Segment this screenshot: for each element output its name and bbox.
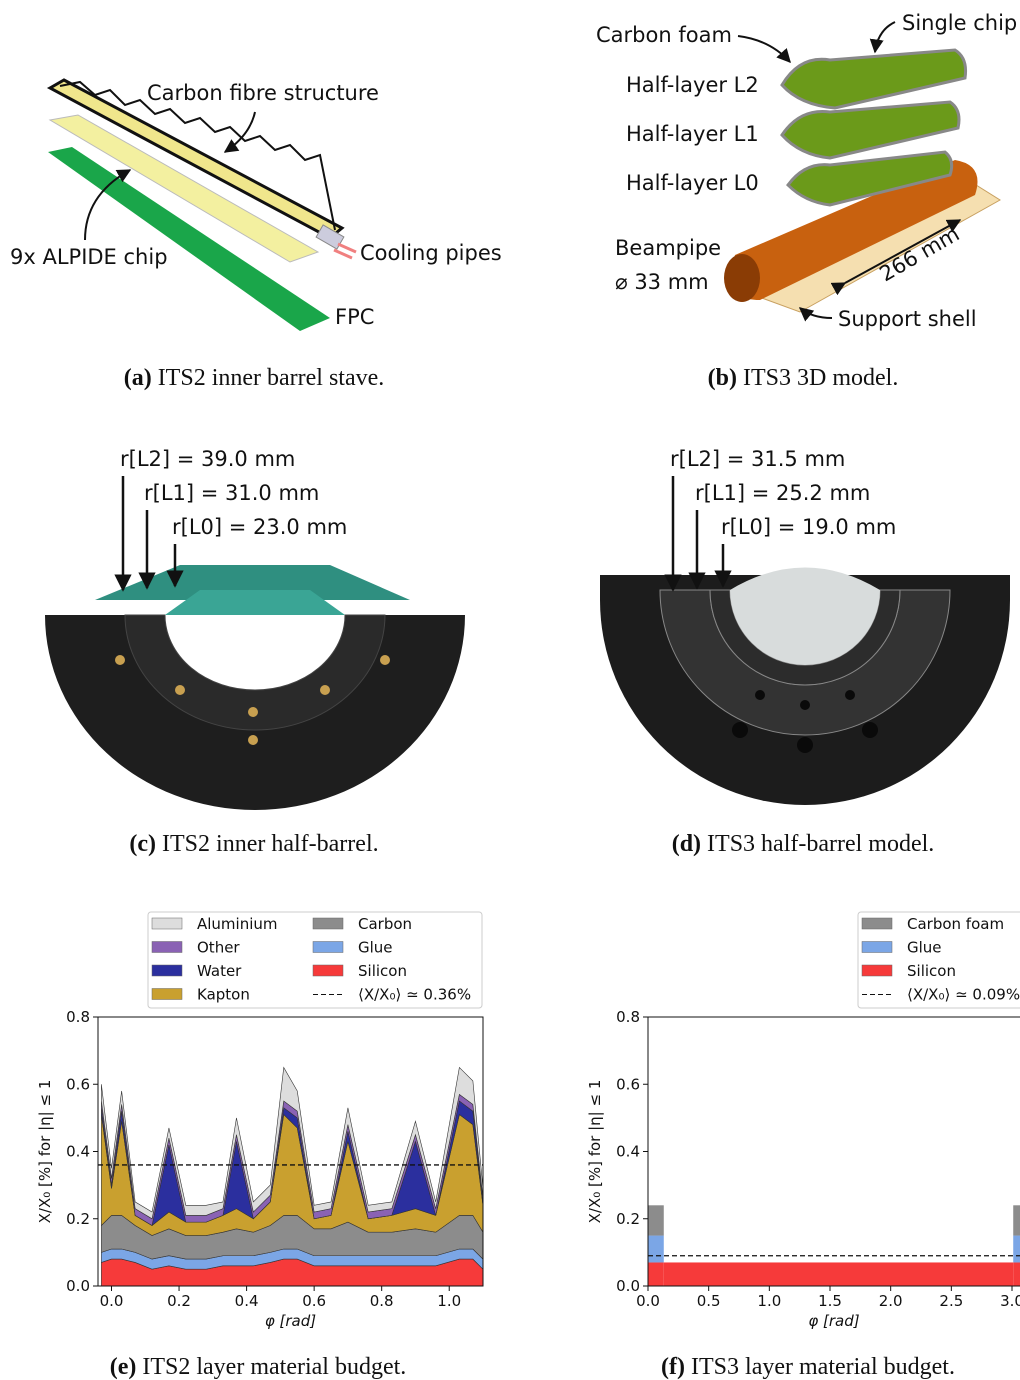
caption-text: ITS2 inner half-barrel. — [162, 831, 379, 857]
x-tick-label: 0.2 — [167, 1292, 191, 1310]
label: r[L2] = 39.0 mm — [120, 447, 295, 471]
caption-letter: (e) — [110, 1354, 137, 1380]
x-tick-label: 0.6 — [302, 1292, 326, 1310]
caption-text: ITS3 layer material budget. — [691, 1354, 955, 1380]
bar — [1013, 1236, 1020, 1263]
caption: (b) ITS3 3D model. — [708, 365, 899, 391]
bar — [1013, 1262, 1020, 1286]
y-tick-label: 0.4 — [66, 1143, 90, 1161]
legend-swatch — [862, 918, 892, 929]
label: Carbon fibre structure — [147, 81, 379, 105]
label: Half-layer L0 — [626, 171, 759, 195]
figure: Carbon fibre structure 9x ALPIDE chip Co… — [0, 0, 1020, 1380]
bar — [664, 1262, 1013, 1286]
caption-letter: (b) — [708, 365, 737, 391]
caption-letter: (a) — [124, 365, 152, 391]
legend-label: Aluminium — [197, 915, 278, 933]
caption-text: ITS2 layer material budget. — [142, 1354, 406, 1380]
legend-label: Other — [197, 939, 240, 957]
x-tick-label: 2.0 — [879, 1292, 903, 1310]
caption: (f) ITS3 layer material budget. — [661, 1354, 955, 1380]
caption-letter: (c) — [129, 831, 156, 857]
y-tick-label: 0.8 — [616, 1008, 640, 1026]
y-tick-label: 0.0 — [66, 1277, 90, 1295]
label: r[L2] = 31.5 mm — [670, 447, 845, 471]
caption-letter: (d) — [672, 831, 701, 857]
legend-swatch — [862, 942, 892, 953]
legend-swatch — [313, 965, 343, 976]
x-tick-label: 0.8 — [370, 1292, 394, 1310]
caption: (a) ITS2 inner barrel stave. — [124, 365, 385, 391]
x-tick-label: 0.0 — [636, 1292, 660, 1310]
legend-label: ⟨X/X₀⟩ ≃ 0.36% — [358, 986, 471, 1004]
y-tick-label: 0.6 — [66, 1075, 90, 1093]
label: r[L1] = 31.0 mm — [144, 481, 319, 505]
caption-text: ITS3 half-barrel model. — [707, 831, 934, 857]
x-axis-label: φ [rad] — [265, 1312, 316, 1330]
legend-label: Glue — [907, 939, 942, 957]
caption: (c) ITS2 inner half-barrel. — [129, 831, 378, 857]
legend-label: Glue — [358, 939, 393, 957]
caption: (e) ITS2 layer material budget. — [110, 1354, 407, 1380]
legend-label: Silicon — [358, 962, 407, 980]
plot — [648, 1205, 1020, 1286]
label: Carbon foam — [596, 23, 732, 47]
y-axis-label: X/X₀ [%] for |η| ≤ 1 — [586, 1080, 604, 1224]
y-tick-label: 0.6 — [616, 1075, 640, 1093]
y-axis-label: X/X₀ [%] for |η| ≤ 1 — [36, 1080, 54, 1224]
y-tick-label: 0.2 — [616, 1210, 640, 1228]
legend-swatch — [152, 942, 182, 953]
label: 9x ALPIDE chip — [10, 245, 168, 269]
label: r[L0] = 19.0 mm — [721, 515, 896, 539]
bar — [1013, 1205, 1020, 1235]
legend-swatch — [862, 965, 892, 976]
label: Support shell — [838, 307, 977, 331]
legend-swatch — [152, 965, 182, 976]
legend-swatch — [313, 918, 343, 929]
y-tick-label: 0.4 — [616, 1143, 640, 1161]
bar — [648, 1236, 664, 1263]
x-tick-label: 0.4 — [235, 1292, 259, 1310]
label: Half-layer L1 — [626, 122, 759, 146]
axes-frame — [648, 1017, 1020, 1286]
x-axis-label: φ [rad] — [808, 1312, 859, 1330]
legend-swatch — [313, 942, 343, 953]
label: r[L0] = 23.0 mm — [172, 515, 347, 539]
y-tick-label: 0.2 — [66, 1210, 90, 1228]
its3-drawing — [724, 22, 1000, 318]
x-tick-label: 0.5 — [697, 1292, 721, 1310]
label: Cooling pipes — [360, 241, 502, 265]
legend-swatch — [152, 918, 182, 929]
label: r[L1] = 25.2 mm — [695, 481, 870, 505]
caption-letter: (f) — [661, 1354, 685, 1380]
legend-label: Silicon — [907, 962, 956, 980]
caption: (d) ITS3 half-barrel model. — [672, 831, 935, 857]
legend-label: Water — [197, 962, 242, 980]
x-tick-label: 1.5 — [818, 1292, 842, 1310]
legend-label: Carbon foam — [907, 915, 1004, 933]
x-tick-label: 0.0 — [100, 1292, 124, 1310]
legend-label: Kapton — [197, 986, 250, 1004]
legend-label: Carbon — [358, 915, 412, 933]
caption-text: ITS3 3D model. — [743, 365, 898, 391]
label: Single chip — [902, 11, 1017, 35]
x-tick-label: 2.5 — [939, 1292, 963, 1310]
label: FPC — [335, 305, 374, 329]
caption-text: ITS2 inner barrel stave. — [158, 365, 385, 391]
bar — [648, 1205, 664, 1235]
x-tick-label: 1.0 — [757, 1292, 781, 1310]
x-tick-label: 1.0 — [437, 1292, 461, 1310]
legend-swatch — [152, 989, 182, 1000]
label: Half-layer L2 — [626, 73, 759, 97]
stave-drawing — [48, 80, 356, 331]
x-tick-label: 3.0 — [1000, 1292, 1020, 1310]
label: ⌀ 33 mm — [615, 270, 709, 294]
page: { "illustrations": [ {"labels": ["Carbon… — [0, 0, 1020, 1380]
y-tick-label: 0.8 — [66, 1008, 90, 1026]
legend-label: ⟨X/X₀⟩ ≃ 0.09% — [907, 986, 1020, 1004]
bar — [648, 1262, 664, 1286]
plot — [101, 1067, 483, 1286]
label: Beampipe — [615, 236, 721, 260]
